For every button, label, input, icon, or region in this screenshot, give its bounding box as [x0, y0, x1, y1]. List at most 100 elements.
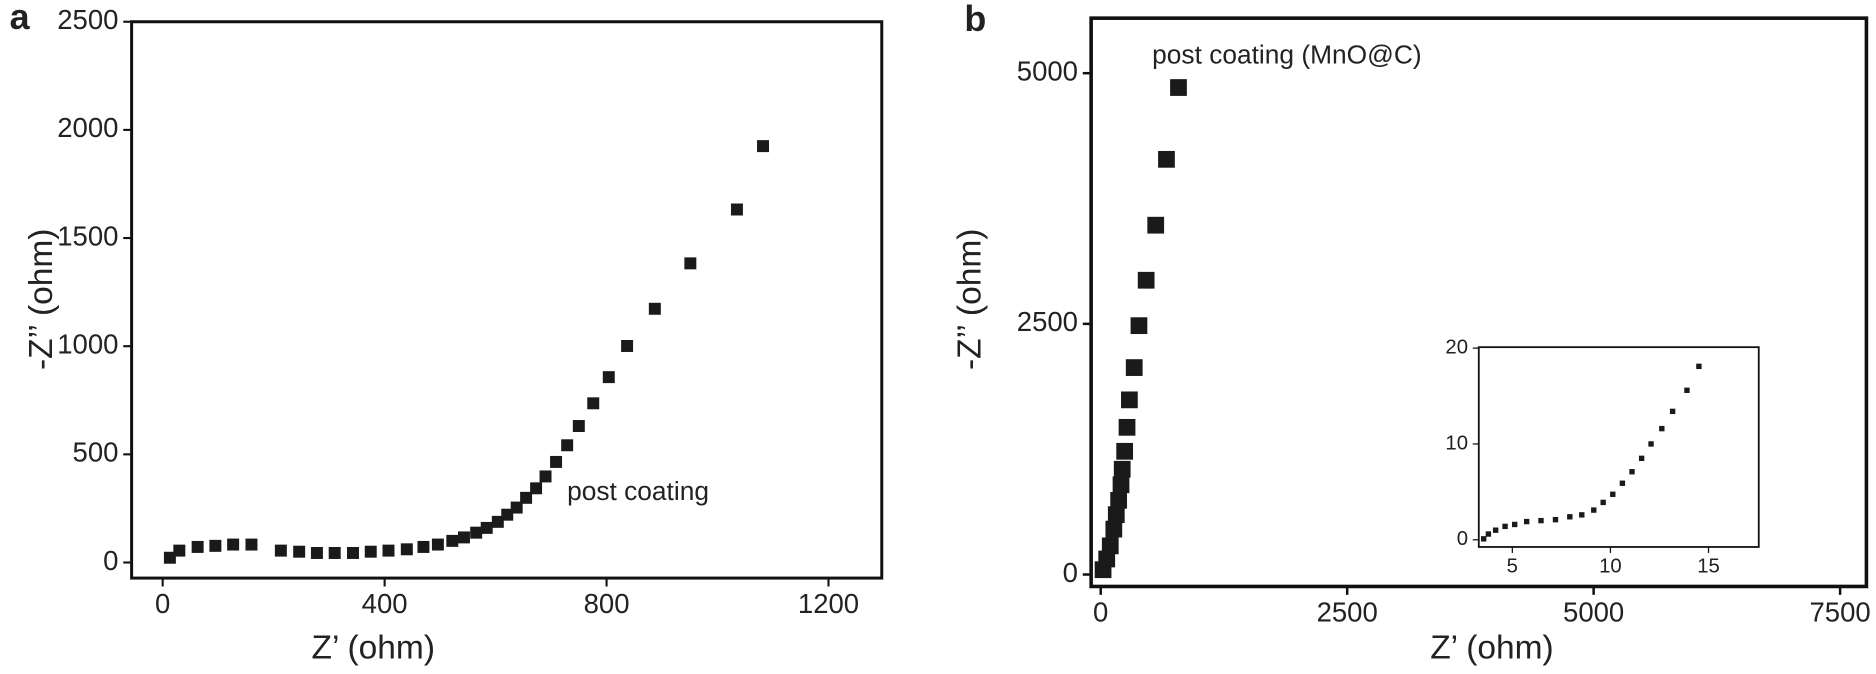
- data-point: [1113, 460, 1131, 478]
- data-point: [501, 508, 514, 521]
- data-point: [510, 501, 523, 514]
- data-point: [163, 551, 176, 564]
- data-point: [1659, 425, 1665, 432]
- data-point: [1523, 518, 1530, 525]
- panel-label: b: [964, 0, 986, 39]
- data-point: [191, 540, 204, 553]
- data-point: [1112, 476, 1130, 494]
- annotation: post coating: [567, 476, 709, 506]
- data-point: [1648, 441, 1654, 447]
- data-point: [1125, 359, 1143, 376]
- data-point: [1137, 271, 1155, 289]
- data-point: [1147, 216, 1165, 234]
- data-point: [684, 257, 697, 270]
- data-point: [602, 371, 615, 384]
- data-point: [621, 340, 634, 352]
- x-axis-label: Z’ (ohm): [1430, 630, 1553, 667]
- data-point: [1116, 442, 1134, 460]
- y-tick-label: 2500: [57, 4, 118, 35]
- x-tick-label: 2500: [1317, 596, 1378, 627]
- data-point: [293, 545, 306, 558]
- x-tick-label: 7500: [1810, 596, 1871, 627]
- x-tick-label: 0: [1093, 596, 1108, 627]
- data-point: [227, 538, 240, 551]
- data-point: [382, 544, 395, 557]
- data-point: [310, 547, 323, 559]
- data-point: [1684, 387, 1690, 393]
- data-point: [1669, 408, 1676, 415]
- data-point: [328, 547, 341, 559]
- data-point: [1101, 537, 1119, 555]
- data-point: [470, 526, 483, 539]
- x-tick-label: 15: [1697, 556, 1720, 578]
- data-point: [274, 544, 287, 557]
- annotation: post coating (MnO@C): [1152, 39, 1421, 69]
- y-tick-label: 2500: [1017, 306, 1078, 337]
- x-tick-label: 5000: [1563, 596, 1624, 627]
- data-point: [1098, 550, 1116, 568]
- data-point: [245, 538, 258, 551]
- x-tick-label: 1200: [798, 588, 859, 619]
- data-point: [431, 538, 444, 551]
- data-point: [491, 515, 504, 528]
- data-point: [1130, 317, 1148, 335]
- data-point: [1600, 499, 1606, 506]
- data-point: [587, 397, 600, 410]
- y-tick-label: 1000: [57, 328, 118, 359]
- data-point: [1696, 363, 1702, 370]
- y-tick-label: 500: [73, 437, 119, 468]
- plot-frame: [130, 20, 884, 580]
- data-point: [1485, 531, 1492, 537]
- y-tick-label: 2000: [57, 112, 118, 143]
- y-tick-label: 0: [1063, 557, 1078, 588]
- x-tick-label: 0: [155, 588, 170, 619]
- data-point: [1511, 521, 1518, 528]
- x-tick-label: 5: [1507, 556, 1518, 578]
- data-point: [1480, 536, 1487, 542]
- data-point: [400, 543, 413, 556]
- data-point: [757, 140, 770, 153]
- data-point: [1619, 480, 1626, 486]
- y-tick-label: 10: [1445, 432, 1468, 454]
- plot-frame: [1477, 346, 1760, 548]
- y-tick-label: 0: [103, 545, 118, 576]
- data-point: [561, 439, 574, 452]
- data-point: [417, 540, 430, 553]
- data-point: [1492, 527, 1499, 533]
- data-point: [1567, 514, 1573, 520]
- y-tick-label: 1500: [57, 220, 118, 251]
- data-point: [530, 482, 543, 495]
- data-point: [1121, 391, 1138, 409]
- data-point: [173, 544, 186, 557]
- data-point: [539, 470, 552, 483]
- data-point: [480, 521, 493, 534]
- data-point: [572, 420, 585, 432]
- data-point: [446, 534, 459, 547]
- data-point: [1158, 150, 1175, 168]
- data-point: [364, 545, 377, 558]
- data-point: [1579, 512, 1585, 518]
- x-tick-label: 800: [584, 588, 630, 619]
- data-point: [550, 455, 563, 468]
- y-axis-label: -Z’’ (ohm): [23, 229, 60, 370]
- data-point: [1502, 523, 1508, 530]
- data-point: [457, 531, 470, 544]
- data-point: [1552, 516, 1559, 523]
- y-tick-label: 5000: [1017, 55, 1078, 86]
- data-point: [1110, 491, 1128, 509]
- data-point: [1638, 455, 1645, 462]
- data-point: [1610, 491, 1616, 497]
- data-point: [1107, 506, 1125, 524]
- data-point: [209, 539, 222, 552]
- data-point: [1170, 79, 1187, 96]
- x-tick-label: 400: [362, 588, 408, 619]
- data-point: [1591, 507, 1597, 513]
- x-tick-label: 10: [1599, 556, 1622, 578]
- data-point: [1629, 469, 1635, 475]
- data-point: [520, 491, 533, 504]
- y-axis-label: -Z’’ (ohm): [951, 229, 988, 370]
- x-axis-label: Z’ (ohm): [312, 630, 435, 667]
- data-point: [1538, 517, 1544, 524]
